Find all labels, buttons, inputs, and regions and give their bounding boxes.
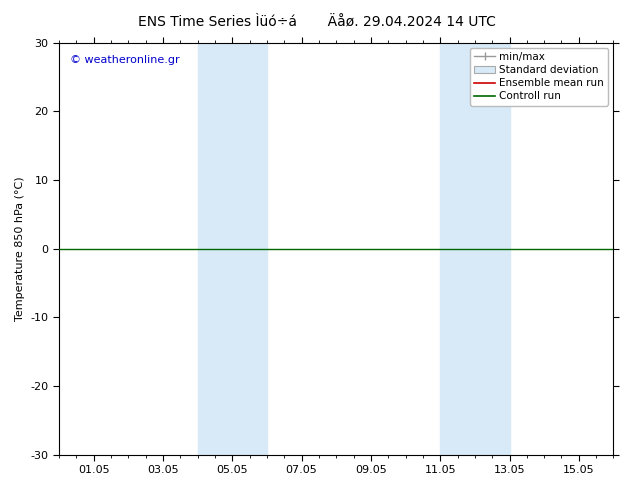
Bar [198, 43, 267, 455]
Text: © weatheronline.gr: © weatheronline.gr [70, 55, 180, 65]
Text: ENS Time Series Ìüó÷á       Äåø. 29.04.2024 14 UTC: ENS Time Series Ìüó÷á Äåø. 29.04.2024 14… [138, 15, 496, 29]
Y-axis label: Temperature 850 hPa (°C): Temperature 850 hPa (°C) [15, 176, 25, 321]
Legend: min/max, Standard deviation, Ensemble mean run, Controll run: min/max, Standard deviation, Ensemble me… [470, 48, 608, 105]
Bar [440, 43, 510, 455]
